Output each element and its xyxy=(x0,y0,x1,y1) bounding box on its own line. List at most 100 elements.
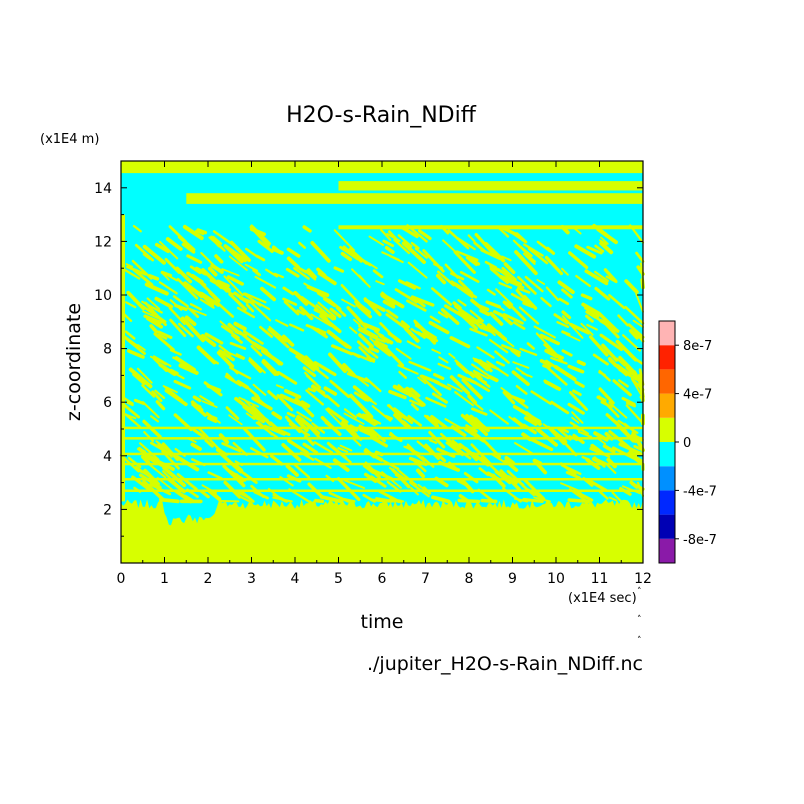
colorbar-swatch xyxy=(659,345,675,370)
positive-streak xyxy=(296,414,313,429)
positive-streak xyxy=(456,479,471,489)
positive-streak xyxy=(517,275,537,295)
positive-streak xyxy=(219,320,234,333)
positive-streak xyxy=(553,313,569,325)
positive-streak xyxy=(611,491,622,502)
positive-streak xyxy=(387,404,403,420)
positive-streak xyxy=(141,384,156,398)
positive-streak xyxy=(480,248,502,261)
y-tick-label: 4 xyxy=(103,449,112,465)
positive-streak xyxy=(343,479,366,489)
positive-streak xyxy=(169,299,183,311)
positive-streak xyxy=(305,389,324,406)
positive-streak xyxy=(560,427,570,434)
positive-streak xyxy=(502,315,513,326)
positive-streak xyxy=(433,373,445,380)
positive-streak xyxy=(598,369,611,382)
positive-streak xyxy=(488,338,509,354)
positive-streak xyxy=(161,442,180,461)
positive-streak xyxy=(425,396,447,408)
positive-streak xyxy=(447,383,463,393)
positive-streak xyxy=(172,295,189,308)
x-tick-label: 5 xyxy=(334,571,343,587)
positive-streak xyxy=(241,471,258,484)
positive-streak xyxy=(561,330,571,337)
positive-streak xyxy=(633,444,643,451)
positive-streak xyxy=(186,254,203,264)
positive-streak xyxy=(302,366,317,377)
positive-streak xyxy=(238,396,260,408)
y-tick-label: 8 xyxy=(103,342,112,358)
positive-streak xyxy=(132,373,146,386)
positive-streak xyxy=(634,358,644,365)
positive-streak xyxy=(431,495,451,504)
positive-streak xyxy=(153,332,175,352)
positive-streak xyxy=(265,268,279,278)
positive-streak xyxy=(357,377,370,387)
positive-streak xyxy=(248,357,266,374)
x-tick-label: 0 xyxy=(117,571,126,587)
positive-streak xyxy=(254,275,277,289)
positive-streak xyxy=(127,349,145,359)
positive-streak xyxy=(204,332,224,345)
positive-streak xyxy=(522,252,536,265)
positive-streak xyxy=(429,439,438,444)
positive-streak xyxy=(238,495,251,503)
positive-streak xyxy=(343,412,365,425)
positive-streak xyxy=(572,389,582,397)
positive-streak xyxy=(299,306,314,321)
positive-streak xyxy=(204,438,214,448)
positive-streak xyxy=(395,347,412,360)
x-tick-label: 10 xyxy=(547,571,565,587)
positive-streak xyxy=(425,415,440,428)
y-axis-unit: (x1E4 m) xyxy=(40,132,99,147)
positive-streak xyxy=(456,237,476,251)
positive-streak xyxy=(176,473,198,491)
positive-streak xyxy=(616,363,632,376)
positive-streak xyxy=(459,270,480,283)
positive-streak xyxy=(146,316,164,329)
positive-streak xyxy=(216,350,235,369)
positive-streak xyxy=(576,359,586,367)
source-filename: ./jupiter_H2O-s-Rain_NDiff.nc xyxy=(367,653,643,675)
positive-streak xyxy=(348,247,368,265)
colorbar-tick-label: 8e-7 xyxy=(683,339,712,354)
positive-streak xyxy=(349,326,358,335)
colorbar-tick-label: -4e-7 xyxy=(683,484,717,499)
positive-streak xyxy=(625,404,645,425)
positive-streak xyxy=(339,444,353,452)
positive-streak xyxy=(540,296,552,308)
positive-streak xyxy=(342,245,363,263)
positive-streak xyxy=(586,323,598,331)
positive-streak xyxy=(501,255,512,262)
positive-streak xyxy=(457,498,481,504)
positive-streak xyxy=(510,292,528,304)
positive-streak xyxy=(265,350,281,366)
positive-streak xyxy=(293,290,309,306)
x-tick-label: 4 xyxy=(291,571,300,587)
positive-streak xyxy=(397,364,419,375)
positive-streak xyxy=(141,401,160,419)
positive-streak xyxy=(261,360,277,376)
positive-streak xyxy=(285,464,299,477)
positive-streak xyxy=(449,375,470,395)
positive-streak xyxy=(184,315,197,327)
positive-streak xyxy=(452,301,462,310)
positive-streak xyxy=(618,355,638,376)
positive-streak xyxy=(379,322,400,343)
positive-streak xyxy=(471,363,490,377)
positive-streak xyxy=(498,281,513,289)
positive-streak xyxy=(164,257,181,274)
positive-streak xyxy=(267,390,278,400)
positive-streak xyxy=(556,321,570,328)
positive-streak xyxy=(544,255,564,276)
positive-streak xyxy=(588,335,609,357)
positive-streak xyxy=(284,389,302,399)
positive-streak xyxy=(239,296,255,305)
positive-streak xyxy=(608,293,626,310)
positive-streak xyxy=(444,418,463,430)
positive-streak xyxy=(539,359,553,368)
positive-streak xyxy=(164,388,188,407)
colorbar-swatch xyxy=(659,490,675,515)
positive-streak xyxy=(508,230,526,243)
